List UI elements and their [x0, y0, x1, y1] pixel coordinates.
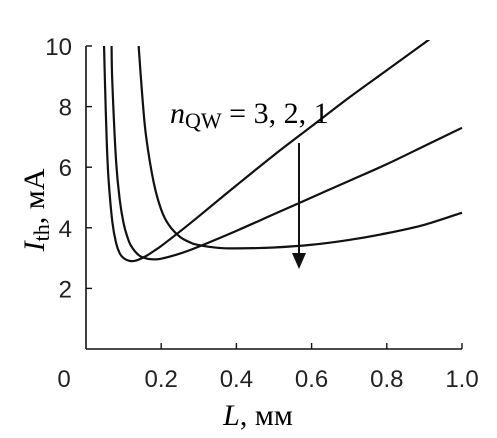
x-tick-label: 0.8 — [370, 366, 403, 393]
x-axis-label-symbol: L — [222, 399, 240, 432]
ticks — [86, 45, 463, 349]
y-axis-label: Ith, мА — [18, 168, 54, 252]
axes — [85, 46, 462, 350]
x-tick-label: 0 — [57, 366, 70, 393]
annotation-subscript: QW — [185, 108, 222, 133]
annotation-prefix: n — [170, 97, 185, 130]
x-axis-label-unit: , мм — [240, 399, 293, 432]
tick-labels: 0 0.2 0.4 0.6 0.8 1.0 2 4 6 8 10 — [45, 34, 478, 393]
y-axis-label-subscript: th — [29, 224, 54, 241]
y-axis-label-unit: , мА — [18, 168, 51, 224]
y-tick-label: 10 — [45, 34, 72, 61]
curves — [102, 40, 463, 263]
series-line-2 — [110, 45, 463, 261]
annotation-text: nQW = 3, 2, 1 — [170, 97, 329, 133]
y-tick-label: 6 — [59, 155, 72, 182]
series-line-3 — [137, 45, 463, 250]
x-tick-label: 0.6 — [295, 366, 328, 393]
y-tick-label: 2 — [59, 276, 72, 303]
y-tick-label: 8 — [59, 95, 72, 122]
x-tick-label: 1.0 — [445, 366, 478, 393]
annotation-suffix: = 3, 2, 1 — [222, 97, 329, 130]
y-tick-label: 4 — [59, 216, 72, 243]
x-axis-label: L, мм — [222, 399, 293, 432]
x-tick-label: 0.2 — [145, 366, 178, 393]
annotation-arrow-head — [292, 253, 306, 269]
series-line-1 — [102, 40, 431, 263]
x-tick-label: 0.4 — [220, 366, 253, 393]
y-axis-label-symbol: I — [18, 239, 51, 252]
annotation: nQW = 3, 2, 1 — [170, 97, 329, 269]
